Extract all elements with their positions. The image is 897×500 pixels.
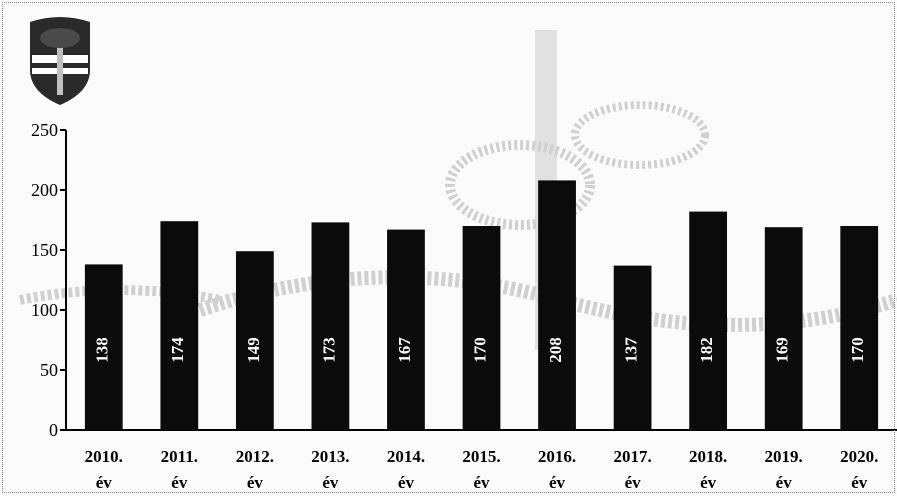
bar-2012 [235,251,274,430]
bar-data-label: 167 [395,337,414,363]
bar-2015 [462,226,501,430]
y-tick-label: 50 [40,360,58,380]
y-tick-label: 250 [31,120,58,140]
x-tick-label-unit: év [851,473,868,492]
bar-2011 [160,221,199,430]
bar-data-label: 182 [697,337,716,363]
bar-data-label: 208 [546,337,565,363]
x-tick-label-unit: év [398,473,415,492]
bar-2013 [311,222,350,430]
bar-data-label: 174 [168,337,187,363]
y-tick-label: 0 [49,420,58,440]
x-tick-label-year: 2017. [613,447,651,466]
y-axis-ticks: 0 50 100 150 200 250 [31,120,66,440]
x-tick-label-unit: év [625,473,642,492]
x-tick-label-year: 2018. [689,447,727,466]
x-tick-label-year: 2011. [161,447,198,466]
bar-data-label: 149 [244,337,263,363]
x-tick-label-year: 2019. [765,447,803,466]
bar-data-label: 169 [773,337,792,363]
bar-2014 [387,229,425,430]
bar-2020 [840,226,879,430]
bar-2018 [689,211,728,430]
x-tick-label-year: 2015. [462,447,500,466]
x-tick-label-unit: év [247,473,264,492]
x-tick-label-unit: év [700,473,717,492]
bars-group: 138 174 149 173 167 170 208 137 182 169 170 [84,180,879,430]
x-tick-label-year: 2020. [840,447,878,466]
x-tick-label-unit: év [473,473,490,492]
x-tick-label-year: 2013. [311,447,349,466]
x-tick-label-unit: év [776,473,793,492]
x-tick-label-unit: év [549,473,566,492]
x-tick-label-unit: év [171,473,188,492]
bar-data-label: 173 [319,337,338,363]
x-tick-label-year: 2010. [85,447,123,466]
x-axis-labels: 2010. év 2011. év 2012. év 2013. év 2014. év 2015.… [85,447,879,492]
y-tick-label: 150 [31,240,58,260]
coat-of-arms-logo [30,17,90,105]
x-tick-label-unit: év [322,473,339,492]
bar-2019 [764,227,803,430]
x-tick-label-year: 2016. [538,447,576,466]
bar-data-label: 170 [848,337,867,363]
bar-data-label: 170 [470,337,489,363]
y-tick-label: 200 [31,180,58,200]
bar-2017 [613,265,652,430]
x-tick-label-year: 2014. [387,447,425,466]
bar-2016 [538,180,576,430]
x-tick-label-year: 2012. [236,447,274,466]
bar-2010 [84,264,123,430]
y-tick-label: 100 [31,300,58,320]
bar-data-label: 137 [621,337,640,363]
bar-data-label: 138 [93,337,112,363]
x-tick-label-unit: év [96,473,113,492]
